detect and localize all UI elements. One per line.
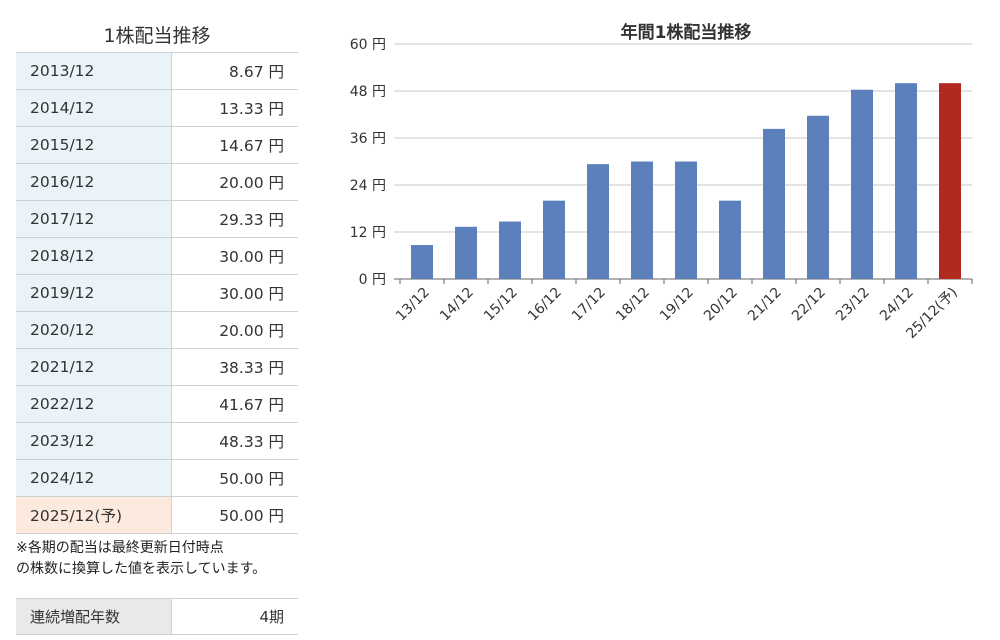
year-cell: 2014/12	[16, 89, 172, 127]
streak-value: 4期	[171, 598, 298, 635]
note-text: ※各期の配当は最終更新日付時点 の株数に換算した値を表示しています。	[16, 538, 298, 580]
bar	[411, 245, 433, 279]
dividend-value-cell: 41.67 円	[171, 385, 298, 423]
streak-label: 連続増配年数	[16, 598, 172, 635]
dividend-value-cell: 20.00 円	[171, 163, 298, 201]
dividend-value-cell: 14.67 円	[171, 126, 298, 164]
table-row: 2024/12 50.00 円	[16, 459, 298, 497]
year-cell: 2018/12	[16, 237, 172, 275]
table-row: 2019/12 30.00 円	[16, 274, 298, 312]
x-tick-label: 19/12	[657, 285, 697, 325]
note-line-1: ※各期の配当は最終更新日付時点	[16, 540, 224, 556]
x-tick-label: 17/12	[569, 285, 609, 325]
x-tick-label: 23/12	[833, 285, 873, 325]
year-cell: 2024/12	[16, 459, 172, 497]
x-tick-label: 20/12	[701, 285, 741, 325]
bar	[543, 200, 565, 279]
dividend-value-cell: 29.33 円	[171, 200, 298, 238]
x-tick-label: 21/12	[745, 285, 785, 325]
year-cell: 2017/12	[16, 200, 172, 238]
bar	[631, 161, 653, 279]
year-cell: 2021/12	[16, 348, 172, 386]
x-tick-label: 14/12	[437, 285, 477, 325]
bar	[939, 83, 961, 280]
table-row: 2015/12 14.67 円	[16, 126, 298, 164]
x-tick-label: 24/12	[877, 285, 917, 325]
x-tick-label: 15/12	[481, 285, 521, 325]
x-tick-label: 18/12	[613, 285, 653, 325]
table-row: 2021/12 38.33 円	[16, 348, 298, 386]
bar	[499, 221, 521, 279]
year-cell: 2023/12	[16, 422, 172, 460]
dividend-value-cell: 13.33 円	[171, 89, 298, 127]
year-cell: 2016/12	[16, 163, 172, 201]
table-row: 2013/12 8.67 円	[16, 52, 298, 90]
dividend-value-cell: 30.00 円	[171, 274, 298, 312]
dividend-history-panel: 1株配当推移 2013/12 8.67 円 2014/12 13.33 円 2015/1…	[16, 20, 298, 635]
streak-row: 連続増配年数 4期	[16, 598, 298, 635]
bar	[587, 164, 609, 279]
table-row: 2018/12 30.00 円	[16, 237, 298, 275]
table-row: 2017/12 29.33 円	[16, 200, 298, 238]
year-cell: 2025/12(予)	[16, 496, 172, 534]
bar	[675, 161, 697, 279]
x-tick-label: 22/12	[789, 285, 829, 325]
bar	[895, 83, 917, 280]
dividend-table-title: 1株配当推移	[103, 25, 211, 47]
note-line-2: の株数に換算した値を表示しています。	[16, 561, 267, 577]
streak-table: 連続増配年数 4期	[16, 598, 298, 635]
dividend-value-cell: 38.33 円	[171, 348, 298, 386]
year-cell: 2020/12	[16, 311, 172, 349]
y-tick-label: 36 円	[350, 131, 386, 147]
dividend-value-cell: 50.00 円	[171, 496, 298, 534]
table-row: 2025/12(予) 50.00 円	[16, 496, 298, 534]
dividend-value-cell: 20.00 円	[171, 311, 298, 349]
table-row: 2022/12 41.67 円	[16, 385, 298, 423]
y-tick-label: 0 円	[359, 272, 386, 288]
x-tick-label: 16/12	[525, 285, 565, 325]
dividend-value-cell: 50.00 円	[171, 459, 298, 497]
bar	[455, 226, 477, 279]
y-tick-label: 48 円	[350, 84, 386, 100]
table-row: 2016/12 20.00 円	[16, 163, 298, 201]
year-cell: 2013/12	[16, 52, 172, 90]
dividend-value-cell: 48.33 円	[171, 422, 298, 460]
y-tick-label: 60 円	[350, 37, 386, 53]
x-tick-label: 13/12	[393, 285, 433, 325]
dividend-value-cell: 30.00 円	[171, 237, 298, 275]
year-cell: 2022/12	[16, 385, 172, 423]
year-cell: 2019/12	[16, 274, 172, 312]
chart-title: 年間1株配当推移	[621, 22, 752, 43]
table-row: 2023/12 48.33 円	[16, 422, 298, 460]
y-tick-label: 24 円	[350, 178, 386, 194]
bar	[851, 89, 873, 280]
table-row: 2014/12 13.33 円	[16, 89, 298, 127]
dividend-value-cell: 8.67 円	[171, 52, 298, 90]
year-cell: 2015/12	[16, 126, 172, 164]
bar	[807, 115, 829, 279]
y-tick-label: 12 円	[350, 225, 386, 241]
dividend-table: 2013/12 8.67 円 2014/12 13.33 円 2015/12 14.67 …	[16, 52, 298, 534]
annual-dividend-chart: 年間1株配当推移 0 円 12 円 24 円 36 円 48 円 60 円 13/12 14/1…	[350, 22, 973, 342]
table-row: 2020/12 20.00 円	[16, 311, 298, 349]
bar	[763, 128, 785, 279]
bar	[719, 200, 741, 279]
